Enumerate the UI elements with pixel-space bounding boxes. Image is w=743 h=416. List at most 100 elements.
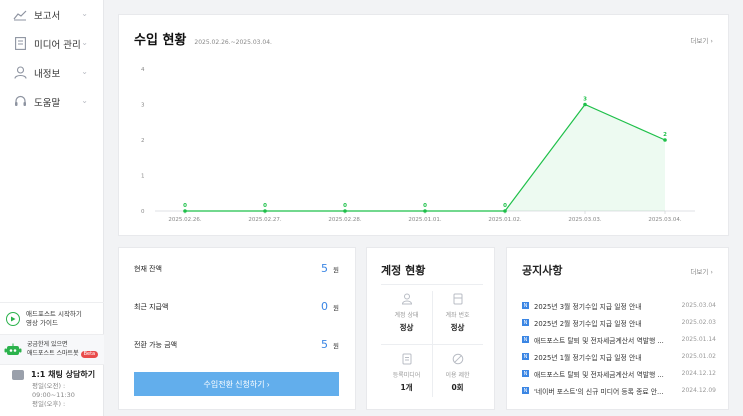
sidebar-item-myinfo[interactable]: 내정보 ⌄ (0, 58, 103, 87)
data-point (503, 209, 507, 213)
video-guide-link[interactable]: 애드포스트 시작하기 영상 가이드 (0, 302, 104, 334)
notice-item-title: 애드포스트 탈퇴 및 전자세금계산서 역발행 ... (534, 370, 664, 379)
income-more-link[interactable]: 더보기 › (690, 37, 713, 45)
bot-line-1: 궁금한게 있으면 (27, 341, 68, 348)
notice-item-title: 2025년 3월 정기수입 지급 일정 안내 (534, 302, 642, 311)
notice-more-link[interactable]: 더보기 › (690, 268, 713, 276)
chat-consult[interactable]: 1:1 채팅 상담하기 평일(오전) : 09:00~11:30 평일(오후) … (0, 364, 104, 416)
new-badge: N (522, 302, 529, 309)
balance-unit: 원 (333, 342, 339, 350)
income-date-range: 2025.02.26.~2025.03.04. (194, 39, 272, 46)
x-tick-label: 2025.01.02. (488, 217, 521, 223)
sidebar-item-label: 미디어 관리 (34, 39, 81, 51)
x-tick-label: 2025.02.28. (328, 217, 361, 223)
list-item[interactable]: N 2025년 3월 정기수입 지급 일정 안내 2025.03.04 (522, 297, 716, 314)
chat-icon (12, 369, 24, 380)
sidebar-item-media[interactable]: 미디어 관리 ⌄ (0, 29, 103, 58)
notice-item-date: 2025.01.14 (681, 336, 716, 343)
data-point (583, 102, 587, 107)
new-badge: N (522, 370, 529, 377)
data-label: 0 (423, 203, 427, 209)
guide-line-1: 애드포스트 시작하기 (26, 309, 82, 318)
balance-unit: 원 (333, 266, 339, 274)
notice-title: 공지사항 (522, 264, 563, 277)
data-point (183, 209, 187, 213)
account-cell-label: 계좌 번호 (445, 312, 470, 319)
chevron-down-icon: ⌄ (81, 9, 88, 18)
new-badge: N (522, 387, 529, 394)
data-label: 0 (503, 203, 507, 209)
person-icon (401, 293, 412, 305)
guide-line-2: 영상 가이드 (26, 318, 58, 327)
account-bank: 계좌 번호 정상 (432, 285, 483, 344)
smartbot-link[interactable]: 궁금한게 있으면 애드포스트 스마트봇 Beta (0, 334, 104, 364)
account-cell-label: 등록미디어 (392, 372, 421, 379)
data-point (423, 209, 427, 213)
notice-item-title: 2025년 2월 정기수입 지급 일정 안내 (534, 319, 642, 328)
consult-hours-1: 평일(오전) : (32, 382, 66, 390)
sidebar-item-help[interactable]: 도움말 ⌄ (0, 87, 103, 116)
y-tick-label: 1 (141, 174, 145, 180)
y-tick-label: 3 (141, 103, 145, 109)
notice-item-title: 애드포스트 탈퇴 및 전자세금계산서 역발행 ... (534, 336, 664, 345)
data-label: 2 (663, 132, 667, 138)
list-item[interactable]: N '네이버 포스트'의 신규 미디어 등록 종료 안... 2024.12.09 (522, 382, 716, 399)
balance-label: 현재 잔액 (134, 264, 162, 273)
list-item[interactable]: N 애드포스트 탈퇴 및 전자세금계산서 역발행 ... 2024.12.12 (522, 365, 716, 382)
headset-icon (13, 95, 27, 109)
new-badge: N (522, 336, 529, 343)
x-tick-label: 2025.03.04. (648, 217, 681, 223)
y-tick-label: 2 (141, 138, 145, 144)
list-item[interactable]: N 2025년 1월 정기수입 지급 일정 안내 2025.01.02 (522, 348, 716, 365)
income-title: 수입 현황 (134, 33, 187, 48)
ban-icon (452, 353, 463, 365)
account-cell-value: 정상 (399, 323, 414, 332)
document-icon (13, 37, 27, 51)
balance-unit: 원 (333, 304, 339, 312)
sidebar-item-label: 보고서 (34, 10, 61, 22)
notice-item-date: 2024.12.09 (681, 387, 716, 394)
x-tick-label: 2025.02.27. (248, 217, 281, 223)
x-tick-label: 2025.01.01. (408, 217, 441, 223)
data-point (343, 209, 347, 213)
notice-item-date: 2025.01.02 (681, 353, 716, 360)
consult-hours-3: 평일(오후) : (32, 400, 66, 408)
media-icon (402, 353, 411, 365)
data-label: 3 (583, 97, 587, 103)
balance-value: 0 (321, 300, 329, 313)
list-item[interactable]: N 애드포스트 탈퇴 및 전자세금계산서 역발행 ... 2025.01.14 (522, 331, 716, 348)
card-icon (453, 293, 462, 305)
balance-value: 5 (321, 262, 329, 275)
sidebar: 보고서 ⌄ 미디어 관리 ⌄ 내정보 ⌄ 도움말 ⌄ (0, 0, 104, 416)
play-icon (6, 311, 20, 326)
account-cell-value: 1개 (400, 383, 413, 392)
notice-card: 공지사항 더보기 › N 2025년 3월 정기수입 지급 일정 안내 2025.0… (506, 247, 729, 410)
data-label: 0 (263, 203, 267, 209)
notice-item-title: '네이버 포스트'의 신규 미디어 등록 종료 안... (534, 387, 664, 396)
divider (381, 344, 483, 345)
y-tick-label: 0 (141, 209, 145, 215)
y-tick-label: 4 (141, 67, 145, 73)
data-point (263, 209, 267, 213)
data-label: 0 (343, 203, 347, 209)
sidebar-item-label: 내정보 (34, 68, 61, 80)
data-point (663, 138, 667, 142)
x-tick-label: 2025.02.26. (168, 217, 201, 223)
sidebar-item-label: 도움말 (34, 97, 61, 109)
account-status: 계정 상태 정상 (381, 285, 432, 344)
chart-line-icon (13, 8, 27, 22)
balance-label: 최근 지급액 (134, 302, 169, 311)
notice-item-title: 2025년 1월 정기수입 지급 일정 안내 (534, 353, 642, 362)
convert-income-button[interactable]: 수입전환 신청하기 › (134, 372, 339, 396)
sidebar-item-report[interactable]: 보고서 ⌄ (0, 0, 103, 29)
income-card: 수입 현황 2025.02.26.~2025.03.04. 더보기 › 0 1 2 3… (118, 14, 729, 236)
account-cell-label: 계정 상태 (394, 312, 419, 319)
consult-hours-2: 09:00~11:30 (32, 391, 75, 399)
list-item[interactable]: N 2025년 2월 정기수입 지급 일정 안내 2025.02.03 (522, 314, 716, 331)
account-title: 계정 현황 (381, 264, 426, 277)
